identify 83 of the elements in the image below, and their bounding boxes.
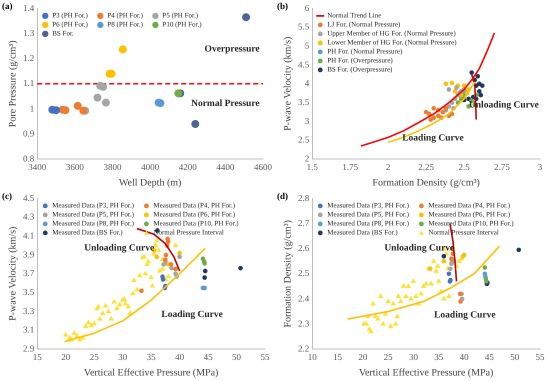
y-tick-label: 5.5 bbox=[298, 22, 310, 32]
x-tick-label: 40 bbox=[175, 352, 185, 362]
y-tick-label: 0.8 bbox=[23, 154, 35, 164]
y-tick-label: 3 bbox=[304, 116, 310, 126]
y-tick-label: 2.5 bbox=[298, 134, 310, 145]
y-tick-label: 1.3 bbox=[23, 28, 35, 38]
y-tick-label: 2 bbox=[304, 154, 310, 164]
y-tick-label: 3.5 bbox=[298, 97, 310, 108]
chart-title: (b) bbox=[277, 0, 288, 11]
annotation: Loading Curve bbox=[434, 310, 496, 321]
x-tick-label: 50 bbox=[232, 352, 242, 362]
y-tick-label: 1.1 bbox=[23, 78, 34, 88]
x-tick-label: 35 bbox=[146, 352, 156, 362]
annotation: Unloading Curve bbox=[84, 244, 154, 254]
x-tick-label: 35 bbox=[434, 352, 444, 362]
x-tick-label: 20 bbox=[61, 352, 71, 362]
x-tick-label: 45 bbox=[484, 352, 494, 362]
x-tick-label: 3400 bbox=[28, 162, 47, 172]
y-axis-title: P-wave Velocity (km/s) bbox=[282, 36, 294, 131]
y-tick-label: 4.1 bbox=[23, 230, 34, 240]
annotation: Loading Curve bbox=[161, 310, 223, 320]
y-axis-title: Formation Density (g/cm³) bbox=[282, 220, 294, 328]
y-tick-label: 2.6 bbox=[298, 243, 310, 254]
y-tick-label: 6 bbox=[304, 2, 310, 13]
x-tick-label: 1.5 bbox=[306, 162, 318, 172]
y-tick-label: 4.3 bbox=[23, 212, 35, 222]
chart-title: (a) bbox=[2, 0, 12, 11]
x-tick-label: 2.25 bbox=[418, 162, 434, 172]
x-axis-title: Vertical Effective Pressure (MPa) bbox=[84, 368, 218, 379]
y-tick-label: 2.9 bbox=[23, 344, 35, 354]
x-tick-label: 2 bbox=[386, 162, 390, 172]
y-tick-label: 1.2 bbox=[23, 53, 34, 64]
x-axis-title: Formation Density (g/cm³) bbox=[372, 178, 480, 189]
y-tick-label: 3.1 bbox=[23, 324, 34, 335]
x-tick-label: 55 bbox=[260, 352, 270, 362]
x-tick-label: 30 bbox=[408, 352, 418, 362]
y-tick-label: 3.7 bbox=[23, 268, 35, 278]
y-tick-label: 0.9 bbox=[23, 128, 35, 138]
y-axis-title: Pore Pressure (g/cm³) bbox=[8, 40, 19, 128]
x-tick-label: 4200 bbox=[178, 162, 198, 172]
y-tick-label: 2.4 bbox=[298, 293, 310, 304]
y-tick-label: 2.7 bbox=[298, 218, 310, 228]
y-tick-label: 3.3 bbox=[23, 306, 35, 316]
x-tick-label: 15 bbox=[32, 352, 42, 362]
x-tick-label: 50 bbox=[510, 352, 520, 362]
x-tick-label: 4000 bbox=[141, 162, 160, 172]
chart-title: (d) bbox=[277, 190, 288, 201]
x-tick-label: 1.75 bbox=[342, 162, 359, 172]
y-tick-label: 3.9 bbox=[23, 249, 35, 260]
x-tick-label: 3800 bbox=[104, 162, 122, 172]
y-tick-label: 4 bbox=[304, 78, 310, 88]
annotation: Overpressure bbox=[204, 44, 260, 55]
x-tick-label: 4400 bbox=[216, 162, 235, 172]
annotation: Normal Pressure bbox=[191, 98, 260, 109]
x-tick-label: 30 bbox=[118, 352, 128, 362]
chart-title: (c) bbox=[2, 190, 12, 201]
y-tick-label: 1 bbox=[30, 103, 34, 114]
y-tick-label: 3.5 bbox=[23, 287, 35, 298]
x-tick-label: 55 bbox=[536, 352, 545, 362]
y-tick-label: 2.8 bbox=[298, 192, 310, 203]
y-axis-title: P-wave Velocity (km/s) bbox=[8, 226, 19, 321]
x-tick-label: 2.75 bbox=[494, 162, 510, 172]
y-tick-label: 5 bbox=[304, 40, 310, 50]
x-tick-label: 3600 bbox=[66, 162, 84, 172]
y-tick-label: 2.2 bbox=[298, 344, 310, 354]
annotation: Loading Curve bbox=[402, 134, 464, 144]
x-tick-label: 3 bbox=[538, 162, 543, 172]
x-tick-label: 45 bbox=[204, 352, 214, 362]
y-tick-label: 2.3 bbox=[298, 318, 310, 328]
x-tick-label: 25 bbox=[90, 352, 100, 362]
x-tick-label: 2.5 bbox=[458, 162, 470, 172]
x-tick-label: 40 bbox=[460, 352, 470, 362]
y-tick-label: 2.5 bbox=[298, 268, 310, 278]
x-axis-title: Vertical Effective Pressure (MPa) bbox=[358, 368, 494, 379]
y-tick-label: 1.4 bbox=[23, 2, 35, 13]
x-tick-label: 25 bbox=[384, 352, 394, 362]
y-tick-label: 4.5 bbox=[298, 59, 310, 70]
y-tick-label: 4.5 bbox=[23, 192, 35, 203]
x-tick-label: 15 bbox=[333, 352, 343, 362]
x-tick-label: 10 bbox=[308, 352, 318, 362]
x-axis-title: Well Depth (m) bbox=[118, 178, 182, 189]
x-tick-label: 20 bbox=[358, 352, 368, 362]
x-tick-label: 4600 bbox=[254, 162, 272, 172]
